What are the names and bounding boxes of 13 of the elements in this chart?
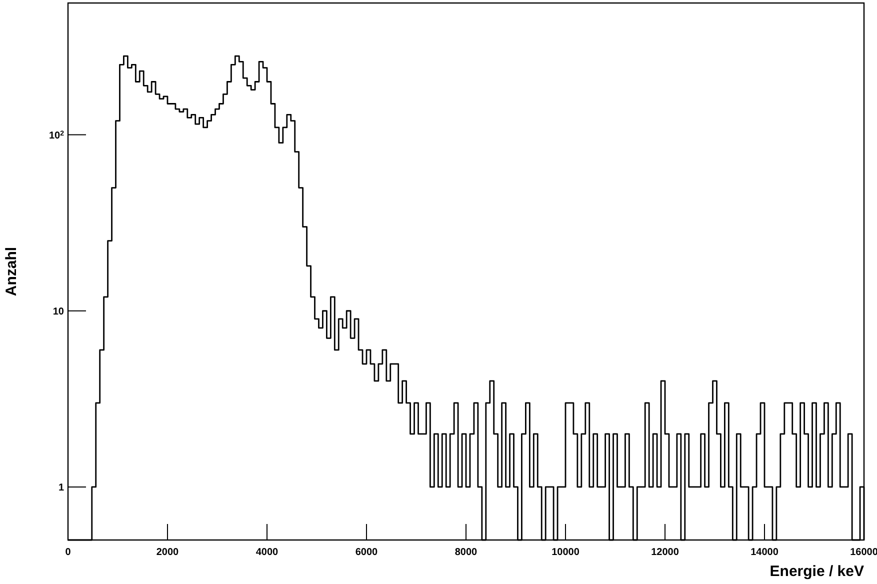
x-tick-label: 10000 (552, 547, 580, 558)
x-tick-label: 14000 (750, 547, 779, 558)
x-tick-label: 12000 (651, 547, 680, 558)
x-tick-label: 0 (65, 547, 72, 558)
x-tick-label: 2000 (156, 547, 180, 558)
x-axis-title: Energie / keV (770, 563, 864, 580)
x-tick-label: 4000 (256, 547, 279, 558)
y-tick-label: 10 (52, 306, 64, 318)
y-axis-title: Anzahl (3, 246, 20, 296)
x-tick-label: 6000 (355, 547, 378, 558)
x-tick-label: 8000 (454, 547, 478, 558)
y-tick-label: 10$^{2}$ (48, 130, 64, 142)
y-tick-label: 1 (58, 482, 64, 494)
